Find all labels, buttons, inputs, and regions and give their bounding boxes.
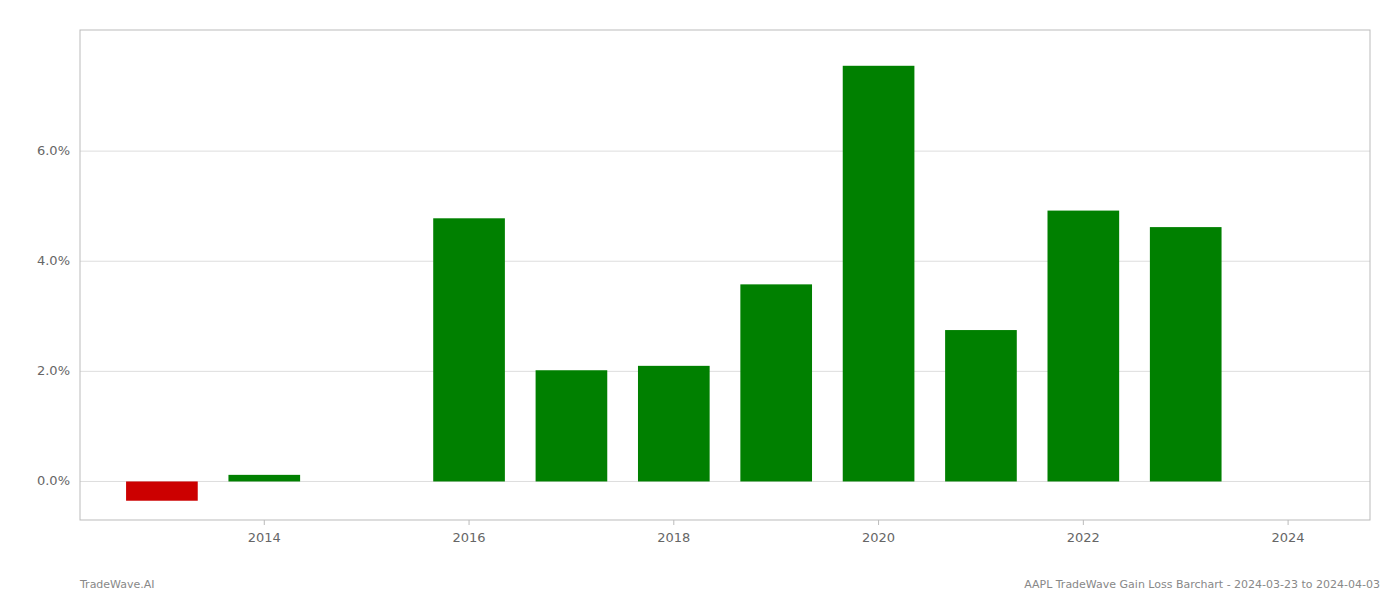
x-tick-label: 2020 [862,530,895,545]
x-tick [469,520,470,525]
y-grid [80,151,1370,481]
chart: 0.0% 2.0% 4.0% 6.0% 2014 2016 2018 2020 2022 2024… [0,0,1400,600]
y-tick-label: 4.0% [37,253,70,268]
x-tick [264,520,265,525]
x-tick [1288,520,1289,525]
x-ticks: 2014 2016 2018 2020 2022 2024 [248,520,1305,545]
bar [331,481,403,482]
footer-right: AAPL TradeWave Gain Loss Barchart - 2024… [1024,578,1380,591]
y-tick-labels: 0.0% 2.0% 4.0% 6.0% [37,143,70,488]
x-tick-label: 2014 [248,530,281,545]
x-tick [673,520,674,525]
y-tick-label: 2.0% [37,363,70,378]
bar [740,284,812,481]
x-tick-label: 2024 [1272,530,1305,545]
x-tick-label: 2018 [657,530,690,545]
bar [945,330,1017,481]
y-tick-label: 6.0% [37,143,70,158]
bar [228,475,300,482]
x-tick-label: 2022 [1067,530,1100,545]
bar [433,218,505,481]
bar [126,481,198,500]
grid-line [80,151,1370,152]
y-tick-label: 0.0% [37,473,70,488]
footer: TradeWave.AI AAPL TradeWave Gain Loss Bar… [79,578,1380,591]
footer-left: TradeWave.AI [79,578,155,591]
x-tick [878,520,879,525]
bar [1048,211,1120,482]
bar [843,66,915,482]
bars [126,66,1221,501]
bar [536,370,608,481]
x-tick-label: 2016 [453,530,486,545]
plot-frame [80,30,1370,520]
bar [1150,227,1222,481]
x-tick [1083,520,1084,525]
bar [638,366,710,482]
